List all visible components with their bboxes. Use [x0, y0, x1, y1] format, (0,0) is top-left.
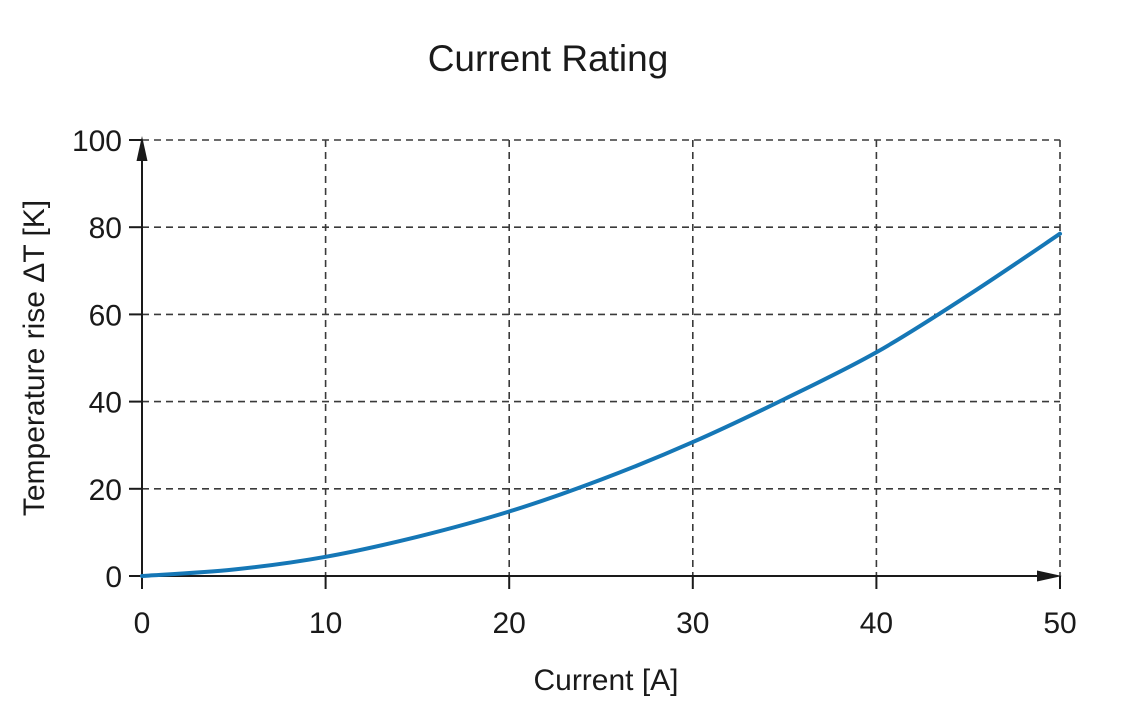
axis-ticks	[129, 139, 1061, 589]
x-tick-label: 20	[493, 607, 526, 640]
x-tick-label: 0	[134, 607, 151, 640]
tick-labels: 0 10 20 30 40 50 0 20 40 60 80 100	[72, 125, 1077, 640]
x-axis-label: Current [A]	[533, 664, 678, 697]
x-tick-label: 40	[860, 607, 893, 640]
y-tick-label: 100	[72, 125, 122, 158]
x-tick-label: 10	[309, 607, 342, 640]
x-axis-arrow-icon	[1037, 570, 1062, 582]
y-tick-label: 20	[89, 474, 122, 507]
y-tick-label: 60	[89, 299, 122, 332]
y-axis-label: Temperature rise ΔT [K]	[18, 200, 51, 516]
x-tick-label: 30	[676, 607, 709, 640]
temperature-rise-curve	[140, 231, 1062, 578]
gridlines	[142, 139, 1061, 576]
chart-title: Current Rating	[428, 38, 669, 79]
y-tick-label: 0	[105, 561, 122, 594]
y-tick-label: 40	[89, 387, 122, 420]
x-tick-label: 50	[1043, 607, 1076, 640]
y-axis-arrow-icon	[136, 136, 148, 161]
axes	[130, 136, 1062, 588]
y-tick-label: 80	[89, 212, 122, 245]
